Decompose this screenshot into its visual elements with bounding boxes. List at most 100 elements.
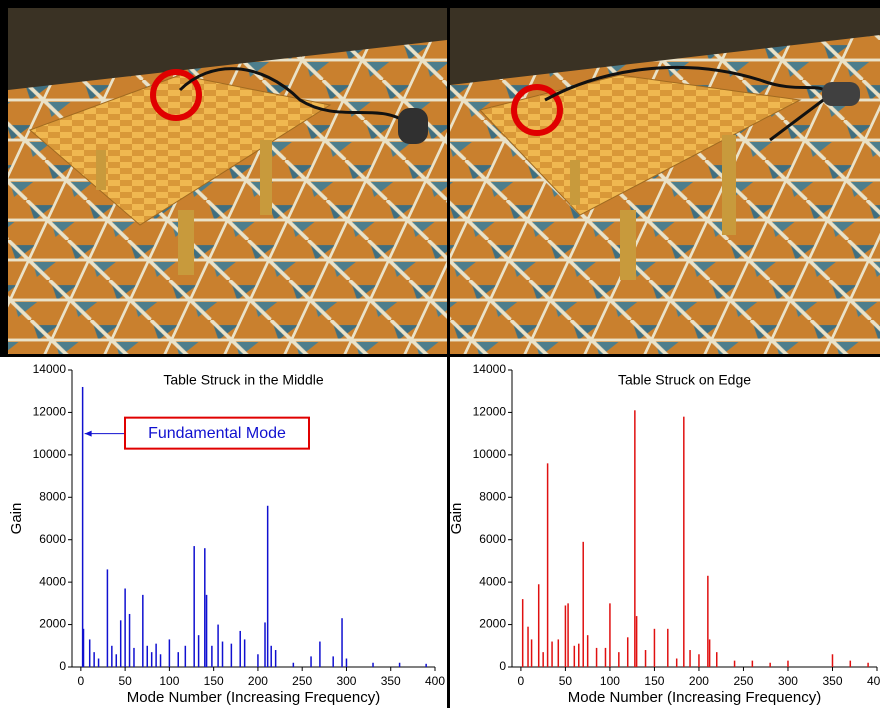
bar [546, 463, 549, 667]
bar [332, 656, 334, 667]
bar [537, 584, 540, 667]
bar [578, 643, 580, 667]
x-axis-label: Mode Number (Increasing Frequency) [568, 689, 821, 706]
bar [310, 656, 312, 667]
bar [689, 650, 691, 667]
bar [586, 635, 589, 667]
bar [372, 662, 374, 667]
bar [142, 594, 144, 667]
bar [319, 641, 321, 667]
x-tick-label: 250 [292, 674, 312, 688]
y-tick-label: 0 [59, 659, 66, 673]
bar [634, 410, 636, 667]
render-left [8, 8, 447, 355]
bar [604, 647, 607, 667]
x-tick-label: 400 [867, 674, 880, 688]
x-tick-label: 150 [644, 674, 664, 688]
arrow-head [84, 430, 92, 437]
bar [155, 643, 157, 667]
bar [205, 594, 208, 667]
bar [146, 645, 149, 667]
bar [197, 635, 200, 667]
bar [849, 660, 852, 667]
y-tick-label: 2000 [39, 617, 66, 631]
y-axis-label: Gain [8, 503, 25, 535]
bar [93, 652, 95, 667]
chart-title: Table Struck on Edge [618, 372, 751, 388]
x-tick-label: 50 [118, 674, 132, 688]
x-tick-label: 50 [559, 674, 573, 688]
x-tick-label: 300 [336, 674, 356, 688]
y-tick-label: 4000 [479, 574, 506, 588]
bar [582, 541, 584, 667]
bar [266, 505, 269, 667]
bar [573, 645, 576, 667]
bar [270, 645, 272, 667]
bar [193, 546, 195, 667]
bar [564, 605, 567, 667]
x-axis-label: Mode Number (Increasing Frequency) [127, 689, 380, 706]
chart: 0 2000 4000 6000 8000 10000 12000 14000 0 50 100 15… [8, 362, 445, 706]
bar [204, 548, 206, 667]
x-tick-label: 100 [159, 674, 179, 688]
bar [221, 641, 224, 667]
x-tick-label: 0 [78, 674, 85, 688]
y-tick-label: 4000 [39, 574, 66, 588]
bar [609, 603, 611, 667]
bar [217, 624, 219, 667]
bar [177, 652, 179, 667]
bar [867, 662, 869, 667]
bar [345, 658, 348, 667]
bar [683, 416, 685, 667]
bar [124, 588, 126, 667]
bar [159, 654, 162, 667]
x-tick-label: 150 [204, 674, 224, 688]
bar [150, 652, 153, 667]
bar [398, 662, 401, 667]
bar [230, 643, 233, 667]
bar [751, 660, 754, 667]
y-tick-label: 12000 [473, 405, 507, 419]
bar [707, 575, 709, 667]
bar [530, 639, 533, 667]
x-tick-label: 200 [689, 674, 709, 688]
y-tick-label: 6000 [479, 532, 506, 546]
x-tick-label: 0 [518, 674, 525, 688]
render-right [450, 8, 880, 355]
bar [257, 654, 259, 667]
y-tick-label: 12000 [33, 405, 67, 419]
x-tick-label: 400 [425, 674, 445, 688]
bar [111, 645, 113, 667]
bar [635, 616, 638, 667]
bar [708, 639, 711, 667]
bar [425, 663, 427, 667]
bar [716, 652, 718, 667]
bar [626, 637, 629, 667]
bar [115, 654, 118, 667]
bar [97, 658, 100, 667]
bar [292, 662, 295, 667]
annotation: Fundamental Mode [148, 425, 286, 442]
chart: 0 2000 4000 6000 8000 10000 12000 14000 0 50 100 15… [448, 362, 880, 706]
y-tick-label: 6000 [39, 532, 66, 546]
bar [698, 654, 700, 667]
y-tick-label: 14000 [473, 362, 507, 376]
bar [211, 645, 213, 667]
x-tick-label: 100 [600, 674, 620, 688]
bar [341, 618, 343, 667]
bar [675, 658, 678, 667]
bar [274, 650, 277, 667]
bar [521, 599, 524, 667]
x-tick-label: 250 [733, 674, 753, 688]
bar [595, 647, 598, 667]
bar [557, 639, 560, 667]
y-tick-label: 8000 [39, 489, 66, 503]
bar [106, 569, 109, 667]
x-tick-label: 200 [248, 674, 268, 688]
bar [82, 628, 85, 667]
bar [733, 660, 736, 667]
chart-title: Table Struck in the Middle [163, 372, 324, 388]
bar [527, 626, 529, 667]
bar [667, 628, 669, 667]
